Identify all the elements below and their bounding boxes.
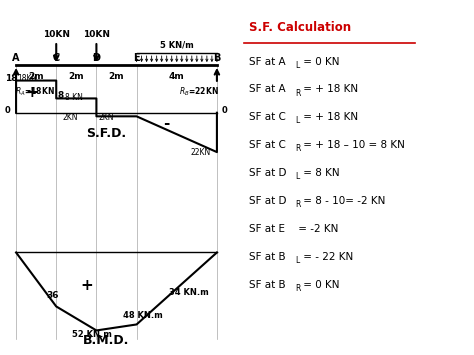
Text: 2m: 2m (109, 72, 124, 81)
Text: SF at C: SF at C (249, 113, 286, 122)
Text: E: E (133, 53, 140, 63)
Text: = 0 KN: = 0 KN (300, 280, 339, 290)
Text: C: C (53, 53, 60, 63)
Text: 22KN: 22KN (191, 148, 211, 157)
Text: 48 KN.m: 48 KN.m (122, 311, 162, 320)
Text: $R_B$=22KN: $R_B$=22KN (179, 86, 219, 98)
Text: SF at C: SF at C (249, 140, 286, 151)
Text: = -2 KN: = -2 KN (295, 224, 339, 234)
Text: 0: 0 (222, 106, 228, 115)
Text: 18: 18 (5, 73, 18, 83)
Text: +: + (26, 86, 38, 100)
Text: B.M.D.: B.M.D. (83, 334, 129, 347)
Text: S.F.D.: S.F.D. (86, 127, 127, 140)
Text: L: L (295, 173, 300, 181)
Text: L: L (295, 61, 300, 70)
Text: 2m: 2m (28, 72, 44, 81)
Text: +: + (80, 278, 93, 293)
Text: L: L (295, 116, 300, 126)
Text: R: R (295, 284, 301, 293)
Text: SF at A: SF at A (249, 56, 285, 66)
Text: R: R (295, 88, 301, 98)
Text: = + 18 – 10 = 8 KN: = + 18 – 10 = 8 KN (300, 140, 404, 151)
Text: 36: 36 (46, 291, 59, 300)
Text: 2m: 2m (69, 72, 84, 81)
Text: = 8 - 10= -2 KN: = 8 - 10= -2 KN (300, 196, 385, 206)
Text: B: B (213, 53, 220, 63)
Text: = 8 KN: = 8 KN (300, 168, 339, 178)
Text: S.F. Calculation: S.F. Calculation (249, 21, 351, 34)
Text: L: L (295, 256, 300, 265)
Text: R: R (295, 200, 301, 209)
Text: 10KN: 10KN (43, 31, 70, 39)
Text: SF at B: SF at B (249, 280, 285, 290)
Text: $R_A$=18KN: $R_A$=18KN (15, 86, 55, 98)
Text: 10KN: 10KN (83, 31, 110, 39)
Text: D: D (92, 53, 100, 63)
Text: = + 18 KN: = + 18 KN (300, 84, 358, 94)
Text: SF at D: SF at D (249, 196, 286, 206)
Text: 8: 8 (57, 91, 64, 100)
Text: 0: 0 (5, 106, 11, 115)
Text: = + 18 KN: = + 18 KN (300, 113, 358, 122)
Text: = 0 KN: = 0 KN (300, 56, 339, 66)
Text: SF at A: SF at A (249, 84, 285, 94)
Text: 2KN: 2KN (62, 113, 78, 122)
Text: SF at B: SF at B (249, 252, 285, 262)
Text: SF at D: SF at D (249, 168, 286, 178)
Text: 5 KN/m: 5 KN/m (160, 41, 193, 50)
Text: 2KN: 2KN (99, 113, 114, 122)
Text: 18KN: 18KN (17, 73, 37, 83)
Text: 34 KN.m: 34 KN.m (169, 288, 209, 297)
Text: A: A (12, 53, 20, 63)
Text: -: - (164, 116, 170, 131)
Text: 52 KN.m: 52 KN.m (73, 330, 112, 339)
Text: SF at E: SF at E (249, 224, 285, 234)
Text: 8 KN: 8 KN (65, 93, 83, 102)
Text: R: R (295, 144, 301, 153)
Text: 4m: 4m (169, 72, 184, 81)
Text: = - 22 KN: = - 22 KN (300, 252, 353, 262)
